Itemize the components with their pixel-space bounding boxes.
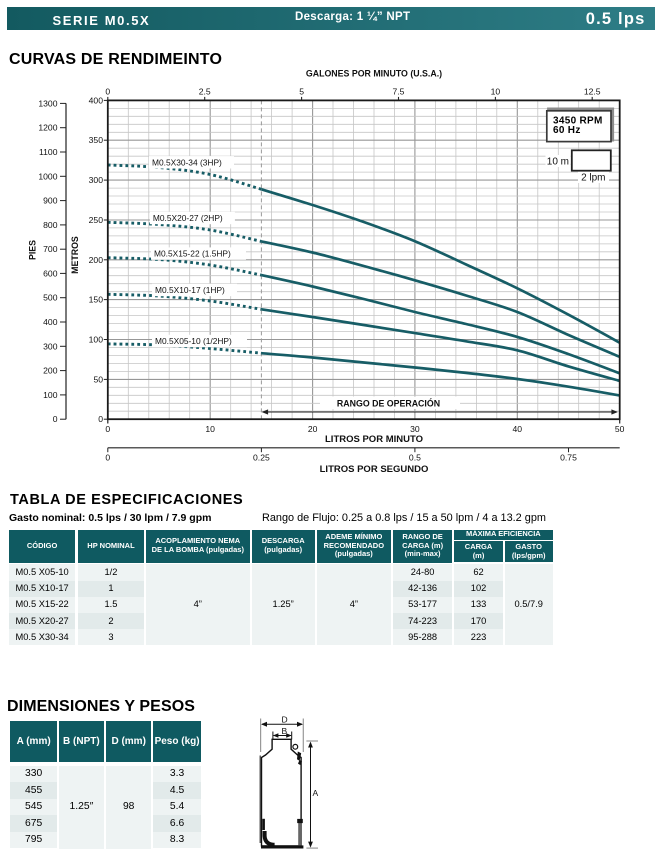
svg-text:1000: 1000: [38, 171, 57, 181]
svg-text:10 m: 10 m: [547, 157, 569, 168]
svg-text:0.25: 0.25: [253, 453, 270, 463]
svg-text:900: 900: [43, 196, 58, 206]
svg-text:100: 100: [43, 390, 58, 400]
svg-text:LITROS POR MINUTO: LITROS POR MINUTO: [325, 434, 423, 445]
svg-text:2.5: 2.5: [199, 86, 211, 96]
svg-text:M0.5X30-34 (3HP): M0.5X30-34 (3HP): [152, 157, 222, 167]
svg-text:30: 30: [410, 424, 420, 434]
svg-text:300: 300: [43, 341, 58, 351]
svg-text:M0.5X20-27 (2HP): M0.5X20-27 (2HP): [153, 213, 223, 223]
svg-text:100: 100: [89, 335, 104, 345]
svg-text:800: 800: [43, 220, 58, 230]
svg-text:0: 0: [105, 453, 110, 463]
svg-text:150: 150: [89, 295, 104, 305]
svg-text:0: 0: [105, 86, 110, 96]
svg-text:250: 250: [89, 215, 104, 225]
svg-text:METROS: METROS: [70, 236, 80, 274]
svg-text:700: 700: [43, 244, 58, 254]
svg-text:1300: 1300: [38, 98, 57, 108]
svg-text:GALONES POR MINUTO (U.S.A.): GALONES POR MINUTO (U.S.A.): [306, 69, 442, 79]
svg-text:M0.5X10-17 (1HP): M0.5X10-17 (1HP): [155, 285, 225, 295]
svg-text:500: 500: [43, 293, 58, 303]
svg-text:RANGO DE OPERACIÓN: RANGO DE OPERACIÓN: [337, 398, 440, 409]
svg-text:50: 50: [615, 424, 625, 434]
svg-text:LITROS POR SEGUNDO: LITROS POR SEGUNDO: [320, 464, 429, 475]
svg-text:60 Hz: 60 Hz: [553, 125, 581, 136]
svg-text:B: B: [282, 726, 288, 736]
svg-text:300: 300: [89, 175, 104, 185]
svg-text:0.75: 0.75: [560, 453, 577, 463]
svg-text:200: 200: [89, 255, 104, 265]
svg-text:1200: 1200: [38, 123, 57, 133]
svg-text:0: 0: [98, 414, 103, 424]
svg-text:0.5: 0.5: [409, 453, 421, 463]
svg-text:7.5: 7.5: [393, 86, 405, 96]
svg-text:600: 600: [43, 268, 58, 278]
svg-text:M0.5X05-10 (1/2HP): M0.5X05-10 (1/2HP): [155, 336, 232, 346]
svg-text:200: 200: [43, 366, 58, 376]
svg-text:400: 400: [89, 95, 104, 105]
svg-text:5: 5: [299, 86, 304, 96]
svg-text:0: 0: [53, 414, 58, 424]
svg-text:M0.5X15-22 (1.5HP): M0.5X15-22 (1.5HP): [154, 249, 231, 259]
svg-text:0: 0: [105, 424, 110, 434]
svg-text:3450 RPM: 3450 RPM: [553, 116, 603, 127]
svg-text:40: 40: [513, 424, 523, 434]
svg-text:10: 10: [491, 86, 501, 96]
svg-text:D: D: [282, 715, 288, 725]
svg-text:PIES: PIES: [28, 240, 38, 260]
svg-text:10: 10: [205, 424, 215, 434]
svg-text:50: 50: [93, 374, 103, 384]
svg-text:1100: 1100: [39, 147, 58, 157]
svg-text:A: A: [313, 788, 319, 798]
svg-text:350: 350: [89, 135, 104, 145]
svg-text:2 lpm: 2 lpm: [581, 172, 605, 183]
svg-text:400: 400: [43, 317, 58, 327]
svg-text:12.5: 12.5: [584, 86, 601, 96]
svg-text:20: 20: [308, 424, 318, 434]
